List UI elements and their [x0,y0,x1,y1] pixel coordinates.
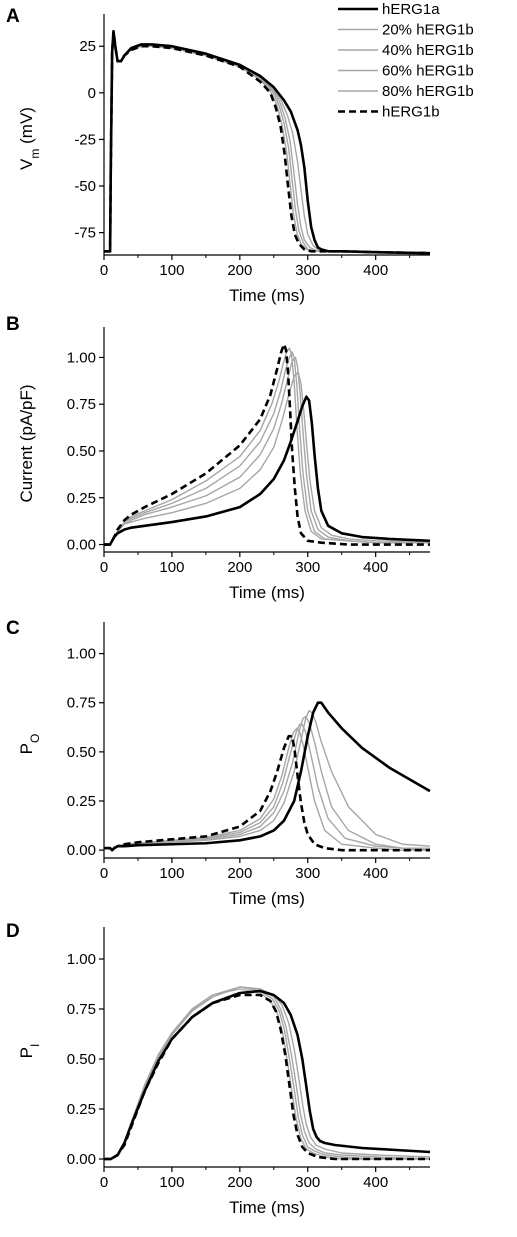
panel-letter: A [6,6,20,27]
x-tick-label: 0 [100,865,108,882]
legend: hERG1a 20% hERG1b 40% hERG1b 60% hERG1b 80% … [338,1,474,121]
y-tick-label: -50 [74,178,96,195]
x-tick-label: 100 [159,865,184,882]
series-line-80-herg1b [104,347,430,546]
y-tick-label: 0.00 [67,842,96,859]
y-tick-label: 0.25 [67,1101,96,1118]
y-tick-label: 1.00 [67,646,96,663]
series-group [104,986,431,1161]
x-axis-label: Time (ms) [229,286,305,305]
x-tick-label: 100 [159,1174,184,1191]
legend-label: 60% hERG1b [382,63,474,80]
x-tick-label: 0 [100,262,108,279]
series-line-60-herg1b [104,723,431,851]
x-tick-label: 100 [159,559,184,576]
series-group [104,30,431,255]
y-tick-label: 25 [79,38,96,55]
legend-label: 20% hERG1b [382,22,474,39]
legend-label: 40% hERG1b [382,42,474,59]
x-tick-label: 0 [100,1174,108,1191]
y-tick-label: 0.50 [67,1051,96,1068]
panel-c: C 0 100 200 300 400 0.00 0.25 0.50 0.75 1.00 Time (… [6,618,431,908]
x-axis-label: Time (ms) [229,889,305,908]
panel-letter: C [6,618,20,639]
x-axis-label: Time (ms) [229,583,305,602]
legend-label: hERG1a [382,1,440,18]
y-tick-label: 0.75 [67,695,96,712]
y-tick-label: -75 [74,225,96,242]
panel-a: A 0 100 200 300 400 25 0 -25 -50 -75 Time (ms) Vm (m… [6,6,431,305]
y-tick-label: -25 [74,131,96,148]
y-axis-label: PO [17,734,42,755]
series-line-herg1b [104,343,430,546]
series-line-20-herg1b [104,709,431,851]
y-tick-label: 0.00 [67,537,96,554]
panel-letter: D [6,921,20,942]
series-line-herg1b [104,734,430,852]
x-tick-label: 400 [363,559,388,576]
panel-d: D 0 100 200 300 400 0.00 0.25 0.50 0.75 1.00 Time (… [6,921,431,1217]
x-tick-label: 400 [363,262,388,279]
x-axis-label: Time (ms) [229,1198,305,1217]
panel-letter: B [6,314,20,335]
series-line-herg1b [104,993,430,1161]
series-line-herg1b [104,30,431,255]
series-line-80-herg1b [104,727,430,851]
y-axis-label: Vm (mV) [17,107,42,170]
y-tick-label: 0.25 [67,490,96,507]
x-tick-label: 100 [159,262,184,279]
x-tick-label: 300 [295,559,320,576]
x-tick-label: 200 [227,1174,252,1191]
series-line-herg1a [104,395,431,546]
series-line-herg1a [104,701,431,852]
legend-label: hERG1b [382,104,440,121]
legend-label: 80% hERG1b [382,83,474,100]
panel-b: B 0 100 200 300 400 0.00 0.25 0.50 0.75 1.00 Time (… [6,314,431,602]
series-group [104,343,431,546]
x-tick-label: 300 [295,262,320,279]
x-tick-label: 0 [100,559,108,576]
x-tick-label: 300 [295,1174,320,1191]
x-tick-label: 200 [227,865,252,882]
y-tick-label: 0 [88,85,96,102]
y-tick-label: 0.75 [67,1001,96,1018]
series-line-40-herg1b [104,715,430,851]
series-group [104,701,431,852]
y-tick-label: 0.00 [67,1151,96,1168]
series-line-20-herg1b [104,371,431,546]
y-axis-label: PI [17,1044,42,1059]
y-tick-label: 0.50 [67,744,96,761]
x-tick-label: 300 [295,865,320,882]
y-tick-label: 0.25 [67,793,96,810]
y-tick-label: 0.75 [67,396,96,413]
x-tick-label: 200 [227,559,252,576]
y-tick-label: 1.00 [67,951,96,968]
y-axis-label: Current (pA/pF) [17,384,36,502]
x-tick-label: 400 [363,865,388,882]
y-tick-label: 1.00 [67,349,96,366]
x-tick-label: 200 [227,262,252,279]
y-tick-label: 0.50 [67,443,96,460]
series-line-60-herg1b [104,351,430,546]
x-tick-label: 400 [363,1174,388,1191]
